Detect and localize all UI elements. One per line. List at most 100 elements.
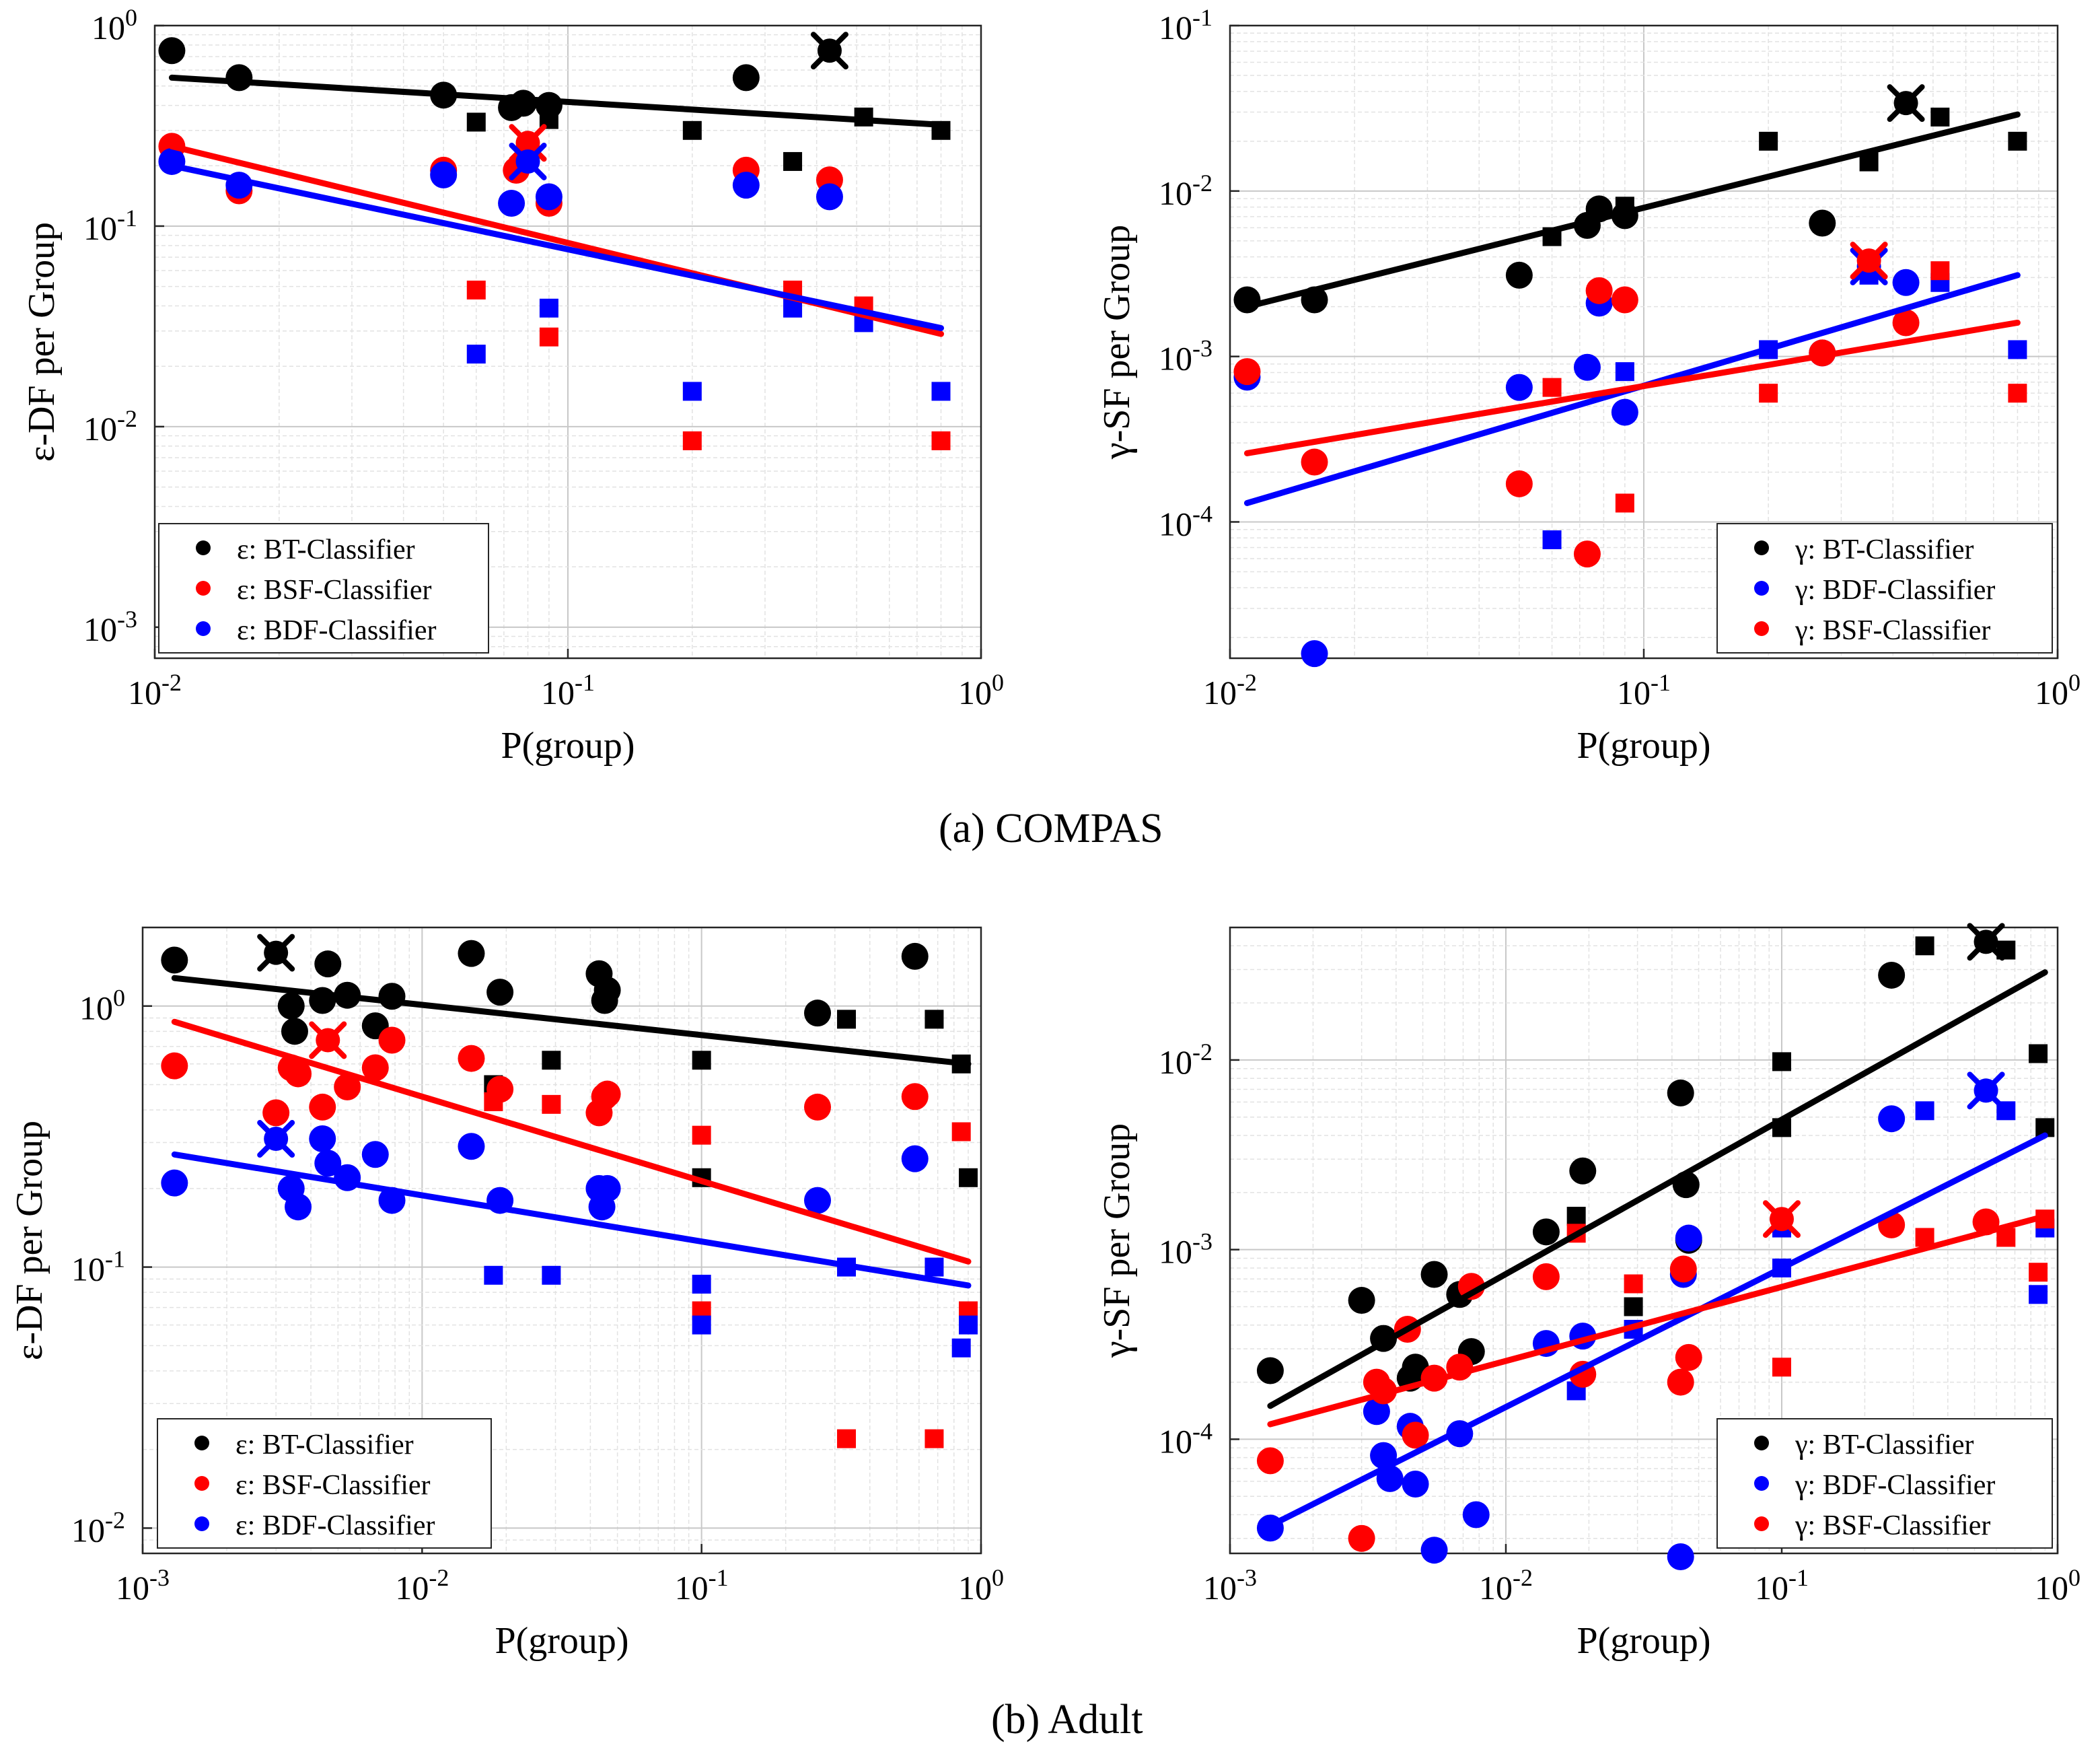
legend-marker <box>194 1476 209 1491</box>
data-point-circle <box>1301 640 1328 667</box>
data-point-square <box>837 1010 856 1028</box>
x-tick-label: 10-2 <box>128 669 182 711</box>
data-point-circle <box>1506 262 1533 289</box>
legend-label: ε: BT-Classifier <box>237 534 415 565</box>
data-point-circle <box>262 1099 289 1126</box>
data-point-square <box>931 382 950 400</box>
data-point-circle <box>1809 209 1836 236</box>
data-point-circle <box>1257 1447 1284 1474</box>
legend-marker <box>196 621 211 636</box>
legend-label: ε: BDF-Classifier <box>236 1510 435 1541</box>
data-point-circle <box>161 1053 188 1080</box>
legend: ε: BT-Classifier ε: BSF-Classifier ε: BDF-… <box>157 1419 491 1548</box>
x-tick-label: 10-3 <box>116 1564 170 1607</box>
x-axis-label: P(group) <box>501 725 635 767</box>
data-point-circle <box>1421 1537 1448 1563</box>
data-point-square <box>692 1275 711 1294</box>
data-point-circle <box>486 979 513 1006</box>
data-point-square <box>783 152 802 171</box>
caption-b: (b) Adult <box>991 1696 1143 1744</box>
data-point-circle <box>733 172 760 199</box>
data-point-circle <box>430 162 457 188</box>
y-tick-label: 10-2 <box>71 1506 125 1549</box>
data-point-circle <box>816 183 843 210</box>
data-point-circle <box>285 1193 312 1220</box>
chart-adult-sf: 10-3 10-2 10-1 100 10-4 10-3 10-2 P(group) γ-SF … <box>1096 925 2080 1662</box>
legend: γ: BT-Classifierγ: BDF-Classifierγ: BSF-… <box>1717 524 2052 653</box>
data-point-circle <box>458 940 484 967</box>
y-tick-label: 10-2 <box>1159 170 1212 212</box>
data-point-square <box>467 281 486 300</box>
data-point-circle <box>1348 1287 1375 1314</box>
data-point-square <box>2008 132 2027 151</box>
data-point-square <box>683 431 702 450</box>
data-point-circle <box>309 1125 336 1152</box>
data-point-square <box>484 1266 503 1285</box>
x-tick-label: 100 <box>958 1564 1004 1607</box>
data-point-square <box>925 1010 943 1028</box>
data-point-circle <box>1667 1543 1694 1570</box>
x-axis-label: P(group) <box>1577 725 1710 767</box>
data-point-circle <box>1421 1261 1448 1288</box>
data-point-square <box>1916 1101 1934 1120</box>
data-point-square <box>925 1258 943 1277</box>
data-point-circle <box>902 1083 929 1110</box>
data-point-circle <box>1348 1525 1375 1552</box>
legend-label: γ: BSF-Classifier <box>1795 1510 1990 1541</box>
x-tick-label: 10-1 <box>1617 669 1671 711</box>
x-tick-label: 10-1 <box>1755 1564 1809 1607</box>
legend-marker <box>196 581 211 596</box>
data-point-square <box>1543 530 1562 549</box>
data-point-circle <box>1257 1357 1284 1384</box>
chart-adult-df: 10-3 10-2 10-1 100 10-2 10-1 100 P(group) ε-DF p… <box>9 927 1004 1662</box>
data-point-square <box>683 382 702 400</box>
legend-marker <box>194 1436 209 1450</box>
data-point-circle <box>314 950 341 977</box>
legend: γ: BT-Classifierγ: BDF-Classifierγ: BSF-… <box>1717 1419 2052 1548</box>
data-point-circle <box>1533 1263 1560 1290</box>
data-point-circle <box>1463 1501 1490 1528</box>
data-point-circle <box>594 1175 621 1202</box>
legend-marker <box>1754 621 1769 636</box>
chart-compas-sf: 10-2 10-1 10010-410-310-210-1P(group)γ-SF … <box>1096 4 2080 767</box>
y-axis-label: γ-SF per Group <box>1096 1123 1138 1358</box>
x-tick-label: 100 <box>958 669 1004 711</box>
data-point-circle <box>458 1133 484 1160</box>
data-point-circle <box>161 1170 188 1197</box>
data-point-circle <box>1533 1218 1560 1245</box>
data-point-square <box>542 1095 560 1114</box>
data-point-square <box>1616 362 1634 381</box>
data-point-square <box>1772 1052 1791 1071</box>
data-point-square <box>540 328 558 347</box>
data-point-square <box>1759 132 1778 151</box>
y-tick-label: 10-4 <box>1159 1417 1212 1460</box>
data-point-circle <box>1506 470 1533 497</box>
data-point-square <box>692 1316 711 1335</box>
data-point-circle <box>536 183 563 210</box>
data-point-circle <box>1667 1080 1694 1106</box>
data-point-circle <box>594 1081 621 1108</box>
data-point-circle <box>225 64 252 91</box>
data-point-square <box>542 1266 560 1285</box>
data-point-circle <box>1506 374 1533 401</box>
data-point-square <box>542 1051 560 1069</box>
legend-label: ε: BSF-Classifier <box>236 1470 431 1501</box>
data-point-circle <box>1612 399 1638 426</box>
y-tick-label: 10-2 <box>83 405 137 448</box>
legend-marker <box>1754 1476 1769 1491</box>
data-point-circle <box>1675 1225 1702 1252</box>
data-point-circle <box>1670 1255 1697 1282</box>
data-point-square <box>1616 493 1634 512</box>
data-point-circle <box>1574 354 1601 381</box>
data-point-circle <box>498 190 525 217</box>
data-point-square <box>2008 340 2027 359</box>
data-point-circle <box>1878 1105 1905 1132</box>
data-point-square <box>959 1168 978 1187</box>
legend-marker <box>1754 581 1769 596</box>
legend-label: ε: BT-Classifier <box>236 1430 414 1461</box>
x-tick-label: 10-1 <box>541 669 595 711</box>
data-point-circle <box>1233 358 1260 385</box>
data-point-circle <box>1675 1344 1702 1371</box>
data-point-square <box>467 345 486 363</box>
data-point-square <box>1772 1358 1791 1376</box>
